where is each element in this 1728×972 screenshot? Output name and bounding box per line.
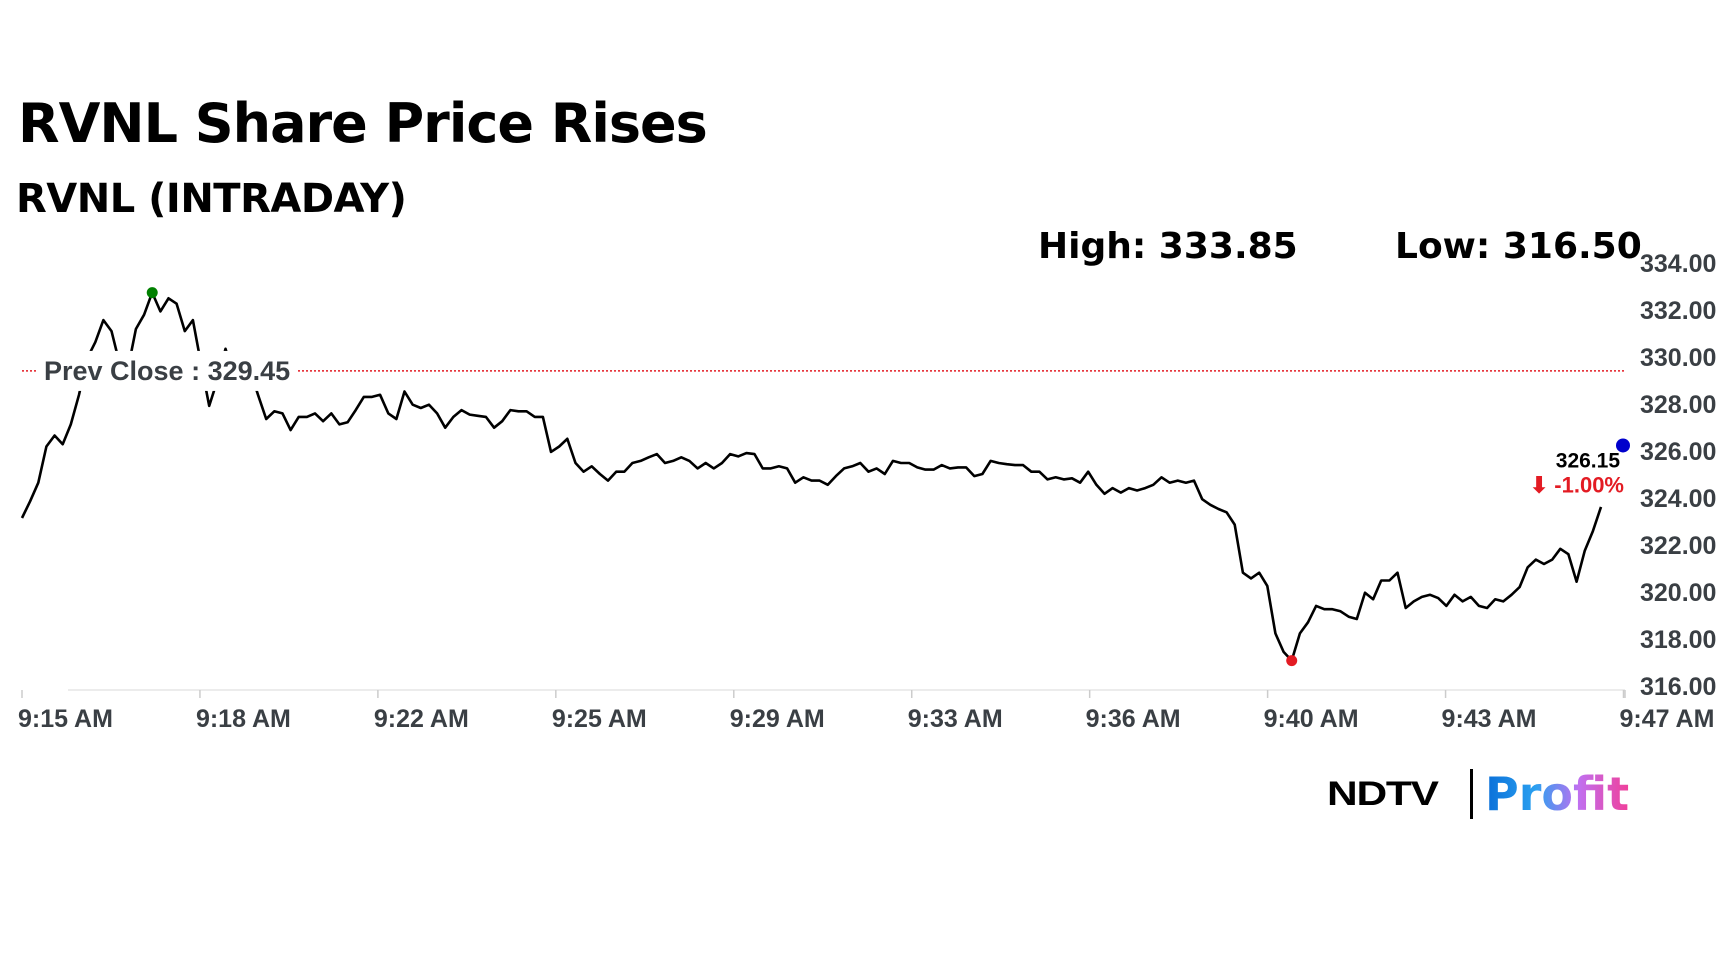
x-tick-label: 9:43 AM (1442, 705, 1537, 733)
y-tick-label: 324.00 (1640, 485, 1716, 513)
y-tick-label: 328.00 (1640, 391, 1716, 419)
x-axis: 9:15 AM 9:18 AM 9:22 AM 9:25 AM 9:29 AM 9:33 … (18, 689, 1715, 733)
high-label: High: 333.85 (1038, 226, 1298, 267)
change-percent: -1.00% (1554, 472, 1624, 497)
y-axis: 334.00 332.00 330.00 328.00 326.00 324.00 322.… (1640, 250, 1716, 701)
x-tick-label: 9:47 AM (1620, 705, 1715, 733)
x-tick-label: 9:36 AM (1086, 705, 1181, 733)
x-tick-label: 9:25 AM (552, 705, 647, 733)
low-label: Low: 316.50 (1395, 226, 1642, 267)
x-tick-label: 9:29 AM (730, 705, 825, 733)
x-tick-label: 9:15 AM (18, 705, 113, 733)
last-change-label: ⬇ -1.00% (1530, 472, 1624, 497)
high-marker (146, 287, 158, 299)
logo-profit: Profit (1485, 767, 1630, 821)
y-tick-label: 322.00 (1640, 532, 1716, 560)
ndtv-profit-logo: NDTV Profit (1327, 766, 1629, 822)
y-tick-label: 332.00 (1640, 297, 1716, 325)
logo-ndtv: NDTV (1327, 774, 1439, 813)
chart-subtitle: RVNL (INTRADAY) (16, 176, 407, 222)
y-tick-label: 320.00 (1640, 579, 1716, 607)
y-tick-label: 318.00 (1640, 626, 1716, 654)
y-tick-label: 330.00 (1640, 344, 1716, 372)
x-tick-label: 9:22 AM (374, 705, 469, 733)
y-tick-label: 334.00 (1640, 250, 1716, 278)
price-line (20, 291, 1603, 662)
chart-title: RVNL Share Price Rises (18, 92, 708, 155)
x-tick-label: 9:18 AM (196, 705, 291, 733)
last-price-label: 326.15 (1556, 449, 1621, 472)
logo-divider (1470, 769, 1473, 819)
x-tick-label: 9:33 AM (908, 705, 1003, 733)
low-marker (1286, 655, 1298, 667)
y-tick-label: 316.00 (1640, 673, 1716, 701)
prev-close-label: Prev Close : 329.45 (44, 356, 290, 386)
last-price-marker (1616, 438, 1630, 453)
x-tick-label: 9:40 AM (1264, 705, 1359, 733)
prev-close-label-bg (36, 350, 298, 391)
down-arrow-icon: ⬇ (1530, 472, 1548, 497)
y-tick-label: 326.00 (1640, 438, 1716, 466)
